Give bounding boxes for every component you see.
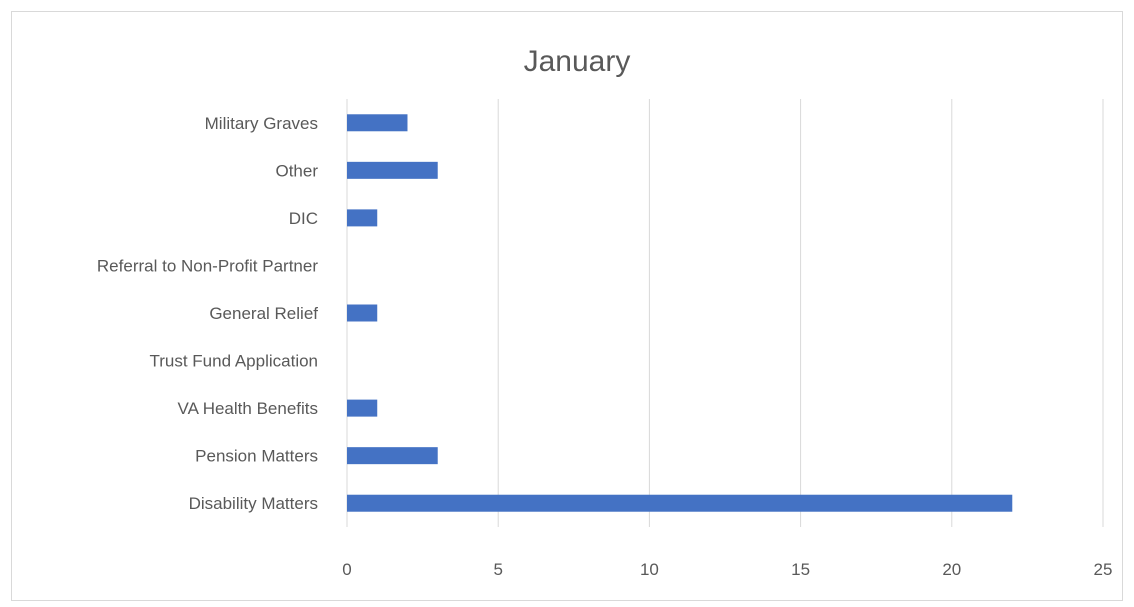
category-label: VA Health Benefits	[178, 399, 319, 418]
bar	[347, 209, 378, 227]
bar	[347, 399, 378, 417]
x-tick-label: 15	[791, 560, 810, 579]
category-label: DIC	[289, 209, 318, 228]
category-label: General Relief	[209, 304, 318, 323]
gridlines	[346, 99, 1104, 527]
bar	[347, 304, 378, 322]
category-label: Military Graves	[205, 114, 318, 133]
category-label: Disability Matters	[189, 494, 318, 513]
bars	[347, 114, 1013, 512]
bar	[347, 161, 438, 179]
category-label: Referral to Non-Profit Partner	[97, 256, 318, 275]
chart-frame: January Disability Matters Pension Matter…	[11, 11, 1123, 601]
chart-title: January	[524, 45, 631, 78]
category-label: Trust Fund Application	[149, 352, 318, 371]
category-label: Pension Matters	[195, 447, 318, 466]
x-axis-tick-labels: 0 5 10 15 20 25	[342, 560, 1112, 579]
bar-chart: January Disability Matters Pension Matter…	[97, 45, 1113, 579]
x-tick-label: 10	[640, 560, 659, 579]
x-tick-label: 0	[342, 560, 351, 579]
bar	[347, 447, 438, 465]
category-label: Other	[275, 161, 318, 180]
x-tick-label: 5	[493, 560, 502, 579]
x-tick-label: 20	[942, 560, 961, 579]
x-tick-label: 25	[1094, 560, 1113, 579]
bar	[347, 114, 408, 132]
bar	[347, 494, 1013, 512]
category-labels: Disability Matters Pension Matters VA Heal…	[97, 114, 318, 513]
